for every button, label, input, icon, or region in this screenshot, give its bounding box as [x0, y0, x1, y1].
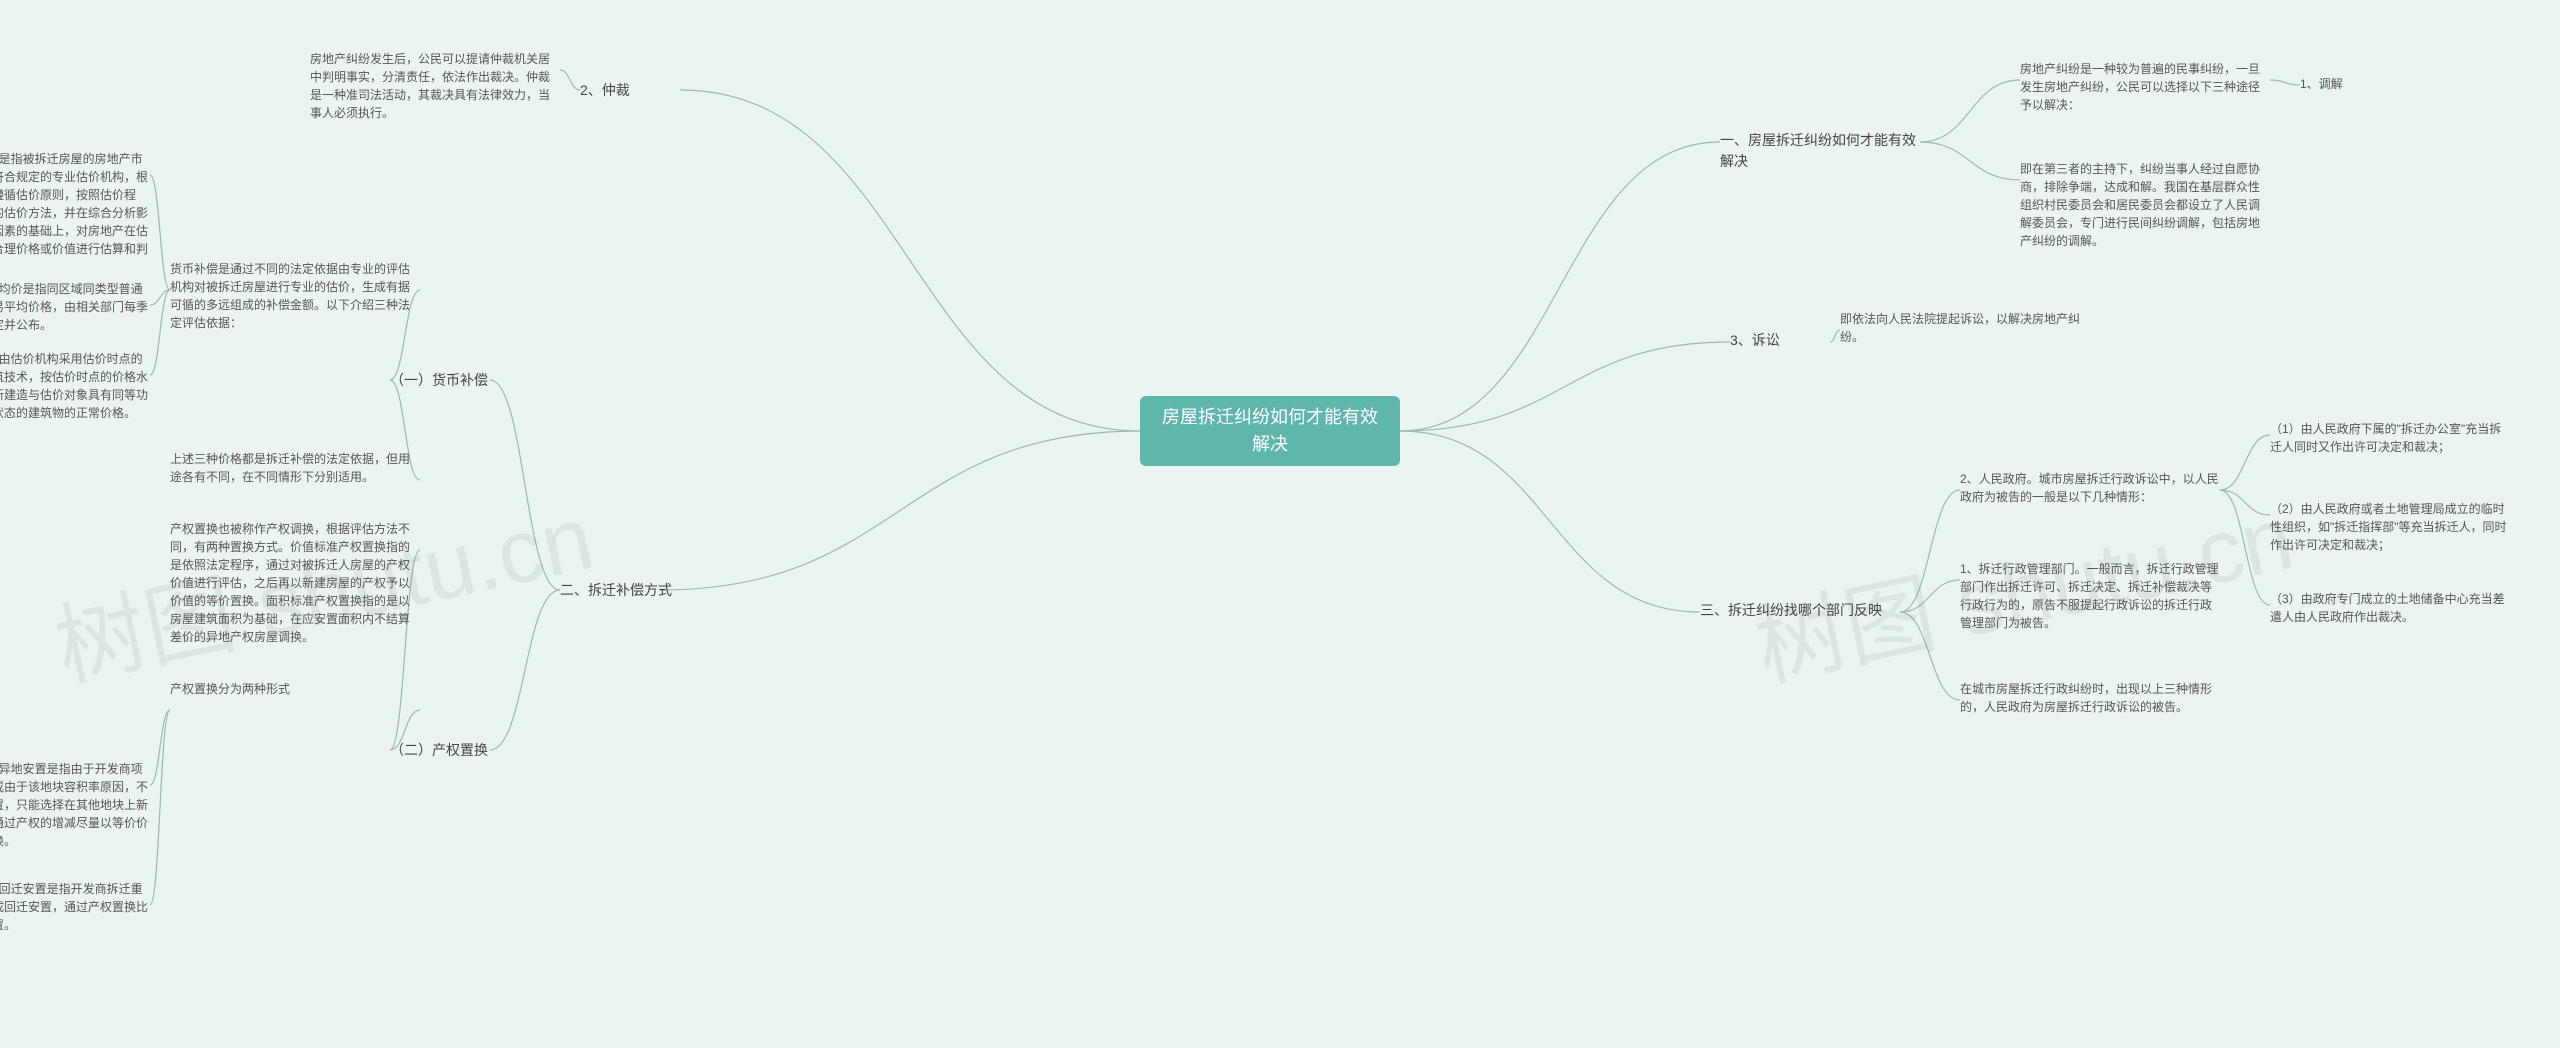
- leaf-text: 上述三种价格都是拆迁补偿的法定依据，但用途各有不同，在不同情形下分别适用。: [170, 450, 420, 486]
- leaf-text: （3）由政府专门成立的土地储备中心充当差遣人由人民政府作出裁决。: [2270, 590, 2510, 626]
- leaf-text: 产权置换分为两种形式: [170, 680, 420, 698]
- leaf-text: 1、调解: [2300, 75, 2380, 93]
- leaf-text: 1、拆迁行政管理部门。一般而言，拆迁行政管理部门作出拆迁许可、拆迁决定、拆迁补偿…: [1960, 560, 2220, 632]
- leaf-text: 房地产纠纷是一种较为普遍的民事纠纷，一旦发生房地产纠纷，公民可以选择以下三种途径…: [2020, 60, 2270, 114]
- leaf-text: 2、人民政府。城市房屋拆迁行政诉讼中，以人民政府为被告的一般是以下几种情形：: [1960, 470, 2220, 506]
- leaf-text: 3、重置价是指由估价机构采用估价时点的建筑材料和建筑技术，按估价时点的价格水平，…: [0, 350, 150, 422]
- leaf-text: 货币补偿是通过不同的法定依据由专业的评估机构对被拆迁房屋进行专业的估价，生成有据…: [170, 260, 420, 332]
- leaf-text: 产权置换也被称作产权调换，根据评估方法不同，有两种置换方式。价值标准产权置换指的…: [170, 520, 420, 646]
- leaf-text: 在城市房屋拆迁行政纠纷时，出现以上三种情形的，人民政府为房屋拆迁行政诉讼的被告。: [1960, 680, 2220, 716]
- leaf-text: 即在第三者的主持下，纠纷当事人经过自愿协商，排除争端，达成和解。我国在基层群众性…: [2020, 160, 2270, 250]
- leaf-text: （2）由人民政府或者土地管理局成立的临时性组织，如"拆迁指挥部"等充当拆迁人，同…: [2270, 500, 2510, 554]
- leaf-text: 房地产纠纷发生后，公民可以提请仲裁机关居中判明事实，分清责任，依法作出裁决。仲裁…: [310, 50, 560, 122]
- leaf-text: （1）由人民政府下属的"拆迁办公室"充当拆迁人同时又作出许可决定和裁决；: [2270, 420, 2510, 456]
- sub-branch-label: （二）产权置换: [390, 740, 510, 761]
- leaf-text: 1、市场评估价是指被拆迁房屋的房地产市场价格，是由符合规定的专业估价机构，根据估…: [0, 150, 150, 276]
- leaf-text: 即依法向人民法院提起诉讼，以解决房地产纠纷。: [1840, 310, 2090, 346]
- center-topic: 房屋拆迁纠纷如何才能有效解决: [1140, 396, 1400, 466]
- branch-label: 二、拆迁补偿方式: [560, 580, 700, 601]
- branch-label: 三、拆迁纠纷找哪个部门反映: [1700, 600, 1900, 621]
- sub-branch-label: （一）货币补偿: [390, 370, 510, 391]
- branch-label: 一、房屋拆迁纠纷如何才能有效解决: [1720, 130, 1920, 172]
- branch-label: 3、诉讼: [1730, 330, 1830, 351]
- branch-label: 2、仲裁: [580, 80, 720, 101]
- leaf-text: 2、商品房交易均价是指同区域同类型普通住宅商品房交易平均价格，由相关部门每季度定…: [0, 280, 150, 334]
- leaf-text: 2、回迁安置。回迁安置是指开发商拆迁重建项目能够完成回迁安置，通过产权置换比例完…: [0, 880, 150, 934]
- leaf-text: 1、异地安置。异地安置是指由于开发商项目不涉及住宅或由于该地块容积率原因，不能进…: [0, 760, 150, 850]
